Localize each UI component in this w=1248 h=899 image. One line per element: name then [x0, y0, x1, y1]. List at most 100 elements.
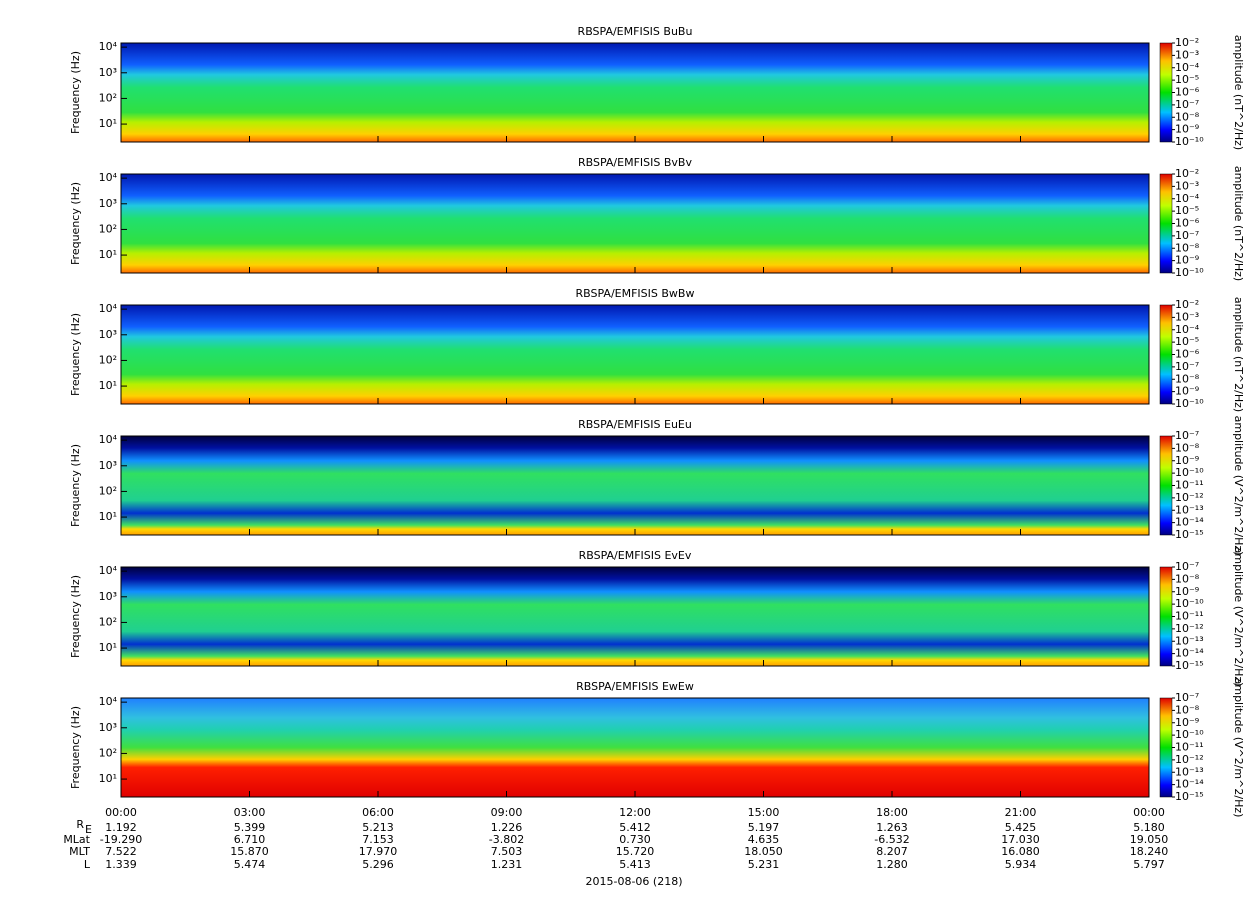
- colorbar-tick-label: 10⁻⁶: [1175, 348, 1200, 361]
- spectrogram-image: [121, 43, 1149, 142]
- spectrogram-image: [121, 436, 1149, 535]
- colorbar-tick-label: 10⁻³: [1175, 179, 1199, 192]
- colorbar: [1159, 304, 1173, 405]
- y-tick-label: 10¹: [99, 772, 117, 785]
- colorbar-tick-label: 10⁻¹⁴: [1175, 647, 1204, 660]
- colorbar-tick-label: 10⁻¹²: [1175, 753, 1204, 766]
- colorbar-tick-label: 10⁻⁶: [1175, 217, 1200, 230]
- y-tick-label: 10²: [99, 353, 117, 366]
- colorbar-label: amplitude (V^2/m^2/Hz): [1232, 678, 1245, 818]
- ephemeris-value: 8.207: [876, 845, 908, 858]
- colorbar-tick-label: 10⁻¹⁰: [1175, 397, 1204, 410]
- colorbar-tick-label: 10⁻⁹: [1175, 123, 1199, 136]
- y-axis-label: Frequency (Hz): [69, 182, 82, 265]
- x-tick-label: 09:00: [491, 806, 523, 819]
- y-tick-label: 10¹: [99, 379, 117, 392]
- ephemeris-value: 6.710: [234, 833, 266, 846]
- colorbar-tick-label: 10⁻¹³: [1175, 634, 1204, 647]
- colorbar-label: amplitude (nT^2/Hz): [1232, 35, 1245, 150]
- panel-title: RBSPA/EMFISIS BuBu: [578, 25, 693, 38]
- colorbar-tick-label: 10⁻⁹: [1175, 385, 1199, 398]
- colorbar-tick-label: 10⁻¹³: [1175, 765, 1204, 778]
- ephemeris-value: 5.412: [619, 821, 651, 834]
- y-tick-label: 10²: [99, 91, 117, 104]
- ephemeris-value: 5.934: [1005, 858, 1037, 871]
- colorbar-tick-label: 10⁻¹⁴: [1175, 778, 1204, 791]
- y-tick-label: 10²: [99, 615, 117, 628]
- colorbar: [1159, 566, 1173, 667]
- colorbar-tick-label: 10⁻⁷: [1175, 560, 1199, 573]
- colorbar: [1159, 697, 1173, 798]
- y-tick-label: 10²: [99, 484, 117, 497]
- colorbar-tick-label: 10⁻¹⁵: [1175, 790, 1204, 803]
- y-axis-label: Frequency (Hz): [69, 444, 82, 527]
- ephemeris-value: 5.474: [234, 858, 266, 871]
- ephemeris-value: 16.080: [1001, 845, 1040, 858]
- panel-title: RBSPA/EMFISIS BvBv: [578, 156, 692, 169]
- y-tick-label: 10¹: [99, 248, 117, 261]
- colorbar-tick-label: 10⁻⁹: [1175, 585, 1199, 598]
- panel-title: RBSPA/EMFISIS BwBw: [576, 287, 695, 300]
- colorbar-tick-label: 10⁻⁵: [1175, 335, 1199, 348]
- ephemeris-value: 1.192: [105, 821, 137, 834]
- colorbar: [1159, 42, 1173, 143]
- y-tick-label: 10⁴: [99, 433, 118, 446]
- ephemeris-label: MLT: [69, 845, 90, 858]
- colorbar-tick-label: 10⁻¹¹: [1175, 610, 1204, 623]
- ephemeris-value: 5.180: [1133, 821, 1165, 834]
- y-tick-label: 10⁴: [99, 302, 118, 315]
- colorbar-tick-label: 10⁻¹⁰: [1175, 266, 1204, 279]
- colorbar-tick-label: 10⁻⁶: [1175, 86, 1200, 99]
- ephemeris-value: 15.870: [230, 845, 269, 858]
- ephemeris-value: 5.213: [362, 821, 394, 834]
- ephemeris-label: MLat: [63, 833, 90, 846]
- panel-title: RBSPA/EMFISIS EuEu: [578, 418, 692, 431]
- colorbar-tick-label: 10⁻¹⁰: [1175, 135, 1204, 148]
- ephemeris-value: 17.970: [359, 845, 398, 858]
- y-axis-label: Frequency (Hz): [69, 313, 82, 396]
- x-tick-label: 21:00: [1005, 806, 1037, 819]
- panel-title: RBSPA/EMFISIS EvEv: [579, 549, 692, 562]
- ephemeris-value: 15.720: [616, 845, 655, 858]
- colorbar-tick-label: 10⁻¹¹: [1175, 479, 1204, 492]
- x-tick-label: 03:00: [234, 806, 266, 819]
- y-tick-label: 10³: [99, 459, 117, 472]
- ephemeris-value: 5.425: [1005, 821, 1037, 834]
- colorbar-tick-label: 10⁻³: [1175, 48, 1199, 61]
- x-tick-label: 06:00: [362, 806, 394, 819]
- colorbar-tick-label: 10⁻⁸: [1175, 572, 1200, 585]
- ephemeris-value: 5.413: [619, 858, 651, 871]
- spectrogram-image: [121, 305, 1149, 404]
- colorbar-tick-label: 10⁻⁹: [1175, 716, 1199, 729]
- colorbar-tick-label: 10⁻²: [1175, 298, 1199, 311]
- colorbar-tick-label: 10⁻⁷: [1175, 98, 1199, 111]
- ephemeris-value: 1.231: [491, 858, 523, 871]
- ephemeris-value: 1.226: [491, 821, 523, 834]
- ephemeris-label: R: [76, 818, 84, 831]
- colorbar-label: amplitude (nT^2/Hz): [1232, 297, 1245, 412]
- y-tick-label: 10⁴: [99, 171, 118, 184]
- colorbar-tick-label: 10⁻⁸: [1175, 372, 1200, 385]
- ephemeris-value: 5.296: [362, 858, 394, 871]
- y-tick-label: 10²: [99, 746, 117, 759]
- ephemeris-value: 5.797: [1133, 858, 1165, 871]
- x-tick-label: 12:00: [619, 806, 651, 819]
- colorbar-label: amplitude (V^2/m^2/Hz): [1232, 547, 1245, 687]
- spectrogram-image: [121, 567, 1149, 666]
- colorbar: [1159, 173, 1173, 274]
- colorbar-tick-label: 10⁻¹²: [1175, 622, 1204, 635]
- colorbar-tick-label: 10⁻⁸: [1175, 241, 1200, 254]
- colorbar-tick-label: 10⁻¹⁰: [1175, 466, 1204, 479]
- colorbar-tick-label: 10⁻⁴: [1175, 323, 1200, 336]
- y-tick-label: 10⁴: [99, 695, 118, 708]
- ephemeris-value: 1.339: [105, 858, 137, 871]
- colorbar-tick-label: 10⁻⁵: [1175, 204, 1199, 217]
- y-tick-label: 10¹: [99, 117, 117, 130]
- x-tick-label: 15:00: [748, 806, 780, 819]
- colorbar-tick-label: 10⁻¹⁵: [1175, 659, 1204, 672]
- y-tick-label: 10³: [99, 721, 117, 734]
- y-tick-label: 10³: [99, 197, 117, 210]
- ephemeris-value: 1.280: [876, 858, 908, 871]
- colorbar-tick-label: 10⁻⁸: [1175, 703, 1200, 716]
